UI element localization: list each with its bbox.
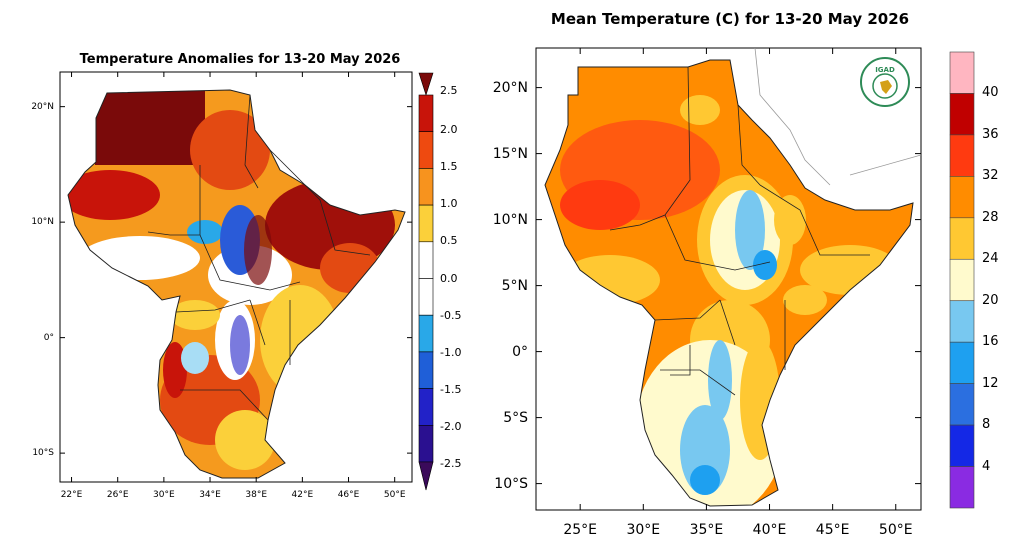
- right-colorbar-box: [949, 93, 975, 136]
- left-lon-label: 30°E: [153, 490, 175, 500]
- right-colorbar-box: [949, 300, 975, 343]
- left-colorbar-box: [418, 204, 434, 243]
- right-lon-label: 25°E: [563, 522, 598, 538]
- left-colorbar-box: [418, 94, 434, 133]
- right-lon-label: 40°E: [752, 522, 787, 538]
- right-colorbar-label: 20: [982, 292, 999, 308]
- right-colorbar-label: 8: [982, 417, 991, 433]
- right-lon-label: 30°E: [626, 522, 661, 538]
- left-colorbar-label: 1.0: [440, 197, 458, 211]
- left-colorbar-label: -1.5: [440, 382, 462, 396]
- right-map: IGAD: [535, 47, 922, 511]
- right-colorbar-box: [949, 341, 975, 384]
- right-colorbar-box: [949, 258, 975, 302]
- left-colorbar-box: [418, 241, 434, 279]
- right-colorbar-label: 12: [982, 375, 999, 391]
- left-colorbar-box: [418, 351, 434, 389]
- left-lon-label: 50°E: [383, 490, 406, 500]
- left-lon-label: 38°E: [245, 490, 268, 500]
- left-colorbar-box: [418, 168, 434, 206]
- left-lon-label: 34°E: [199, 490, 221, 500]
- right-colorbar-box: [949, 51, 975, 94]
- left-lat-label: 10°N: [31, 217, 54, 228]
- right-lat-label: 10°S: [494, 475, 528, 492]
- right-lon-label: 35°E: [689, 522, 724, 538]
- right-lon-label: 45°E: [815, 522, 850, 538]
- left-colorbar-box: [418, 388, 434, 426]
- right-colorbar-label: 16: [982, 334, 999, 350]
- left-map: [59, 71, 413, 483]
- left-lon-label: 42°E: [291, 490, 314, 500]
- right-colorbar-box: [949, 466, 975, 509]
- right-colorbar-label: 40: [982, 85, 999, 101]
- right-map-ticks: [536, 48, 921, 510]
- right-colorbar-box: [949, 383, 975, 426]
- left-lon-label: 22°E: [60, 490, 83, 500]
- right-colorbar: [949, 51, 975, 509]
- left-colorbar-label: 0.0: [440, 271, 458, 285]
- right-lat-label: 0°: [512, 343, 528, 360]
- left-colorbar-label: 1.5: [440, 160, 458, 174]
- left-colorbar: [418, 72, 434, 491]
- right-colorbar-box: [949, 134, 975, 177]
- left-colorbar-label: 2.0: [440, 123, 458, 137]
- left-map-ticks: [60, 72, 412, 482]
- left-lat-label: 10°S: [32, 448, 54, 459]
- right-colorbar-box: [949, 424, 975, 467]
- left-colorbar-label: -1.0: [440, 345, 462, 359]
- left-colorbar-label: 0.5: [440, 234, 458, 248]
- left-lon-label: 46°E: [337, 490, 360, 500]
- igad-logo-icon: IGAD: [860, 57, 910, 107]
- right-lat-label: 5°S: [503, 409, 528, 426]
- left-lon-label: 26°E: [106, 490, 129, 500]
- right-colorbar-box: [949, 176, 975, 219]
- right-lat-label: 10°N: [492, 211, 528, 228]
- left-colorbar-label: -2.5: [440, 457, 462, 470]
- left-colorbar-box: [418, 131, 434, 169]
- left-lat-label: 0°: [43, 332, 54, 343]
- right-colorbar-label: 32: [982, 168, 999, 184]
- right-lat-label: 20°N: [492, 79, 528, 96]
- left-colorbar-box: [418, 278, 434, 316]
- right-map-title: Mean Temperature (C) for 13-20 May 2026: [550, 10, 910, 28]
- left-colorbar-label: -2.0: [440, 419, 462, 433]
- right-lat-label: 15°N: [492, 145, 528, 162]
- right-colorbar-label: 28: [982, 209, 999, 225]
- left-lat-label: 20°N: [31, 101, 54, 112]
- left-colorbar-label: 2.5: [440, 84, 458, 97]
- right-colorbar-label: 24: [982, 251, 999, 267]
- right-lon-label: 50°E: [878, 522, 913, 538]
- left-colorbar-box: [418, 424, 434, 463]
- left-colorbar-box: [418, 314, 434, 353]
- igad-logo-text: IGAD: [875, 66, 895, 74]
- right-colorbar-label: 4: [982, 458, 991, 474]
- right-colorbar-label: 36: [982, 126, 999, 142]
- right-colorbar-box: [949, 217, 975, 260]
- left-colorbar-label: -0.5: [440, 308, 462, 322]
- left-map-title: Temperature Anomalies for 13-20 May 2026: [79, 52, 401, 67]
- right-lat-label: 5°N: [501, 277, 528, 294]
